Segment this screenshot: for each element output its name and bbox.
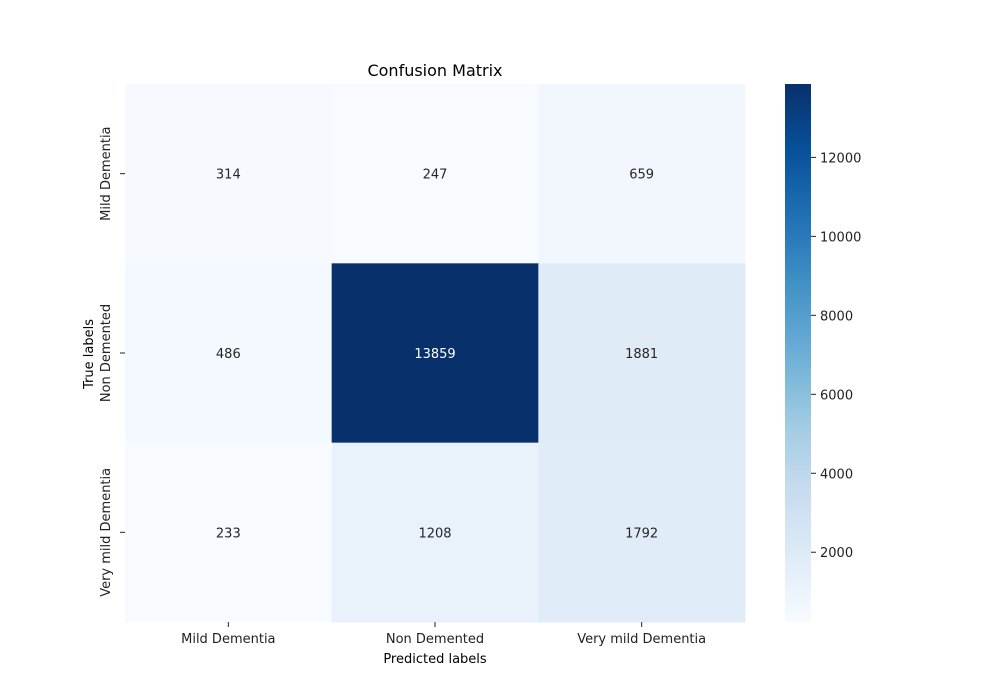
- heatmap-cell: [125, 263, 333, 444]
- heatmap-cell: [538, 442, 746, 623]
- cell-value-label: 247: [423, 168, 448, 183]
- colorbar-ticks: 2000 4000 6000 8000 10000 12000: [811, 151, 861, 561]
- cell-value-label: 13859: [414, 347, 455, 362]
- y-tick-label: Non Demented: [99, 304, 114, 402]
- cell-value-label: 1792: [625, 526, 658, 541]
- cell-value-label: 233: [216, 526, 241, 541]
- cell-value-label: 659: [629, 168, 654, 183]
- colorbar: [785, 84, 811, 622]
- colorbar-tick-label: 8000: [820, 309, 853, 324]
- x-tick-label: Very mild Dementia: [577, 632, 706, 647]
- colorbar-tick-label: 4000: [820, 467, 853, 482]
- heatmap-cell: [331, 84, 539, 264]
- colorbar-tick-label: 2000: [820, 546, 853, 561]
- y-tick-label: Mild Dementia: [99, 126, 114, 220]
- heatmap-cells: 314 247 659 486 13859 1881 233 1208 1792: [125, 84, 746, 623]
- cell-value-label: 486: [216, 347, 241, 362]
- colorbar-tick-label: 10000: [820, 230, 861, 245]
- chart-title: Confusion Matrix: [367, 61, 502, 80]
- heatmap-cell: [331, 442, 539, 623]
- cell-value-label: 1208: [418, 526, 451, 541]
- cell-value-label: 1881: [625, 347, 658, 362]
- heatmap-cell: [125, 442, 333, 623]
- y-axis-ticks: Mild Dementia Non Demented Very mild Demen…: [99, 126, 125, 597]
- colorbar-tick-label: 12000: [820, 151, 861, 166]
- cell-value-label: 314: [216, 168, 241, 183]
- y-tick-label: Very mild Dementia: [99, 468, 114, 597]
- heatmap-cell: [125, 84, 333, 264]
- heatmap-cell: [538, 84, 746, 264]
- x-tick-label: Mild Dementia: [181, 632, 275, 647]
- heatmap-cell: [538, 263, 746, 444]
- x-axis-ticks: Mild Dementia Non Demented Very mild Demen…: [181, 622, 706, 647]
- x-axis-label: Predicted labels: [383, 652, 487, 667]
- y-axis-label: True labels: [82, 319, 97, 390]
- heatmap-cell: [331, 263, 539, 444]
- x-tick-label: Non Demented: [386, 632, 484, 647]
- colorbar-tick-label: 6000: [820, 388, 853, 403]
